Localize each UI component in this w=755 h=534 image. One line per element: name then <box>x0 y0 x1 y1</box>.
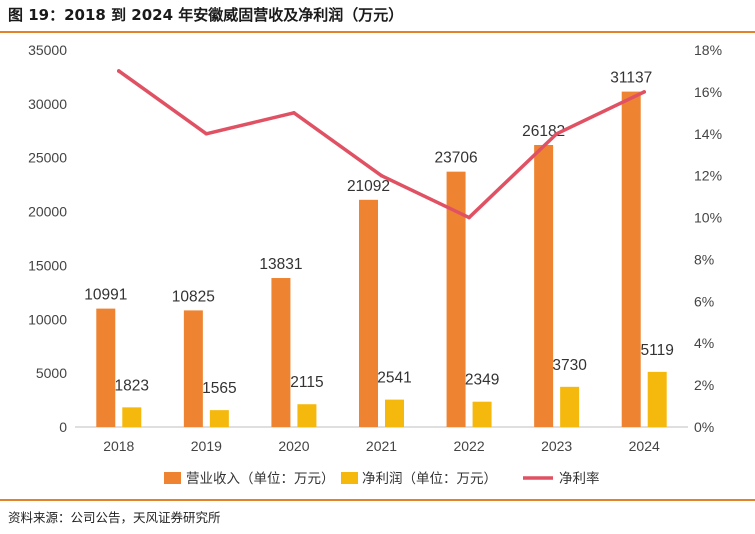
y-left-tick-label: 0 <box>59 419 67 435</box>
y-right-tick-label: 0% <box>694 419 714 435</box>
bar-revenue <box>534 144 554 427</box>
bar-net-profit-label: 5119 <box>641 342 674 359</box>
y-left-tick-label: 10000 <box>28 311 67 327</box>
bar-net-profit-label: 3730 <box>552 357 587 374</box>
x-tick-label: 2022 <box>453 438 484 454</box>
y-left-tick-label: 25000 <box>28 150 67 166</box>
y-left-tick-label: 15000 <box>28 257 67 273</box>
net-margin-point <box>467 215 471 220</box>
y-right-tick-label: 12% <box>694 168 722 184</box>
y-right-tick-label: 6% <box>694 293 714 309</box>
net-margin-point <box>116 69 121 73</box>
bar-revenue <box>359 199 378 427</box>
bar-net-profit <box>297 404 317 427</box>
bar-revenue-label: 13831 <box>259 256 302 273</box>
bar-revenue <box>183 310 203 427</box>
bar-net-profit-label: 1565 <box>202 380 236 397</box>
net-margin-point <box>642 90 647 94</box>
bar-revenue-label: 23706 <box>435 150 478 167</box>
y-right-tick-label: 4% <box>694 335 714 351</box>
legend-label-net-margin: 净利率 <box>559 470 600 486</box>
net-margin-point <box>204 131 209 136</box>
bar-revenue <box>271 278 291 427</box>
bar-net-profit-label: 2115 <box>290 374 323 391</box>
source-note: 资料来源：公司公告，天风证券研究所 <box>8 510 221 525</box>
x-tick-label: 2018 <box>103 438 134 454</box>
chart-title: 图 19：2018 到 2024 年安徽威固营收及净利润（万元） <box>8 6 404 24</box>
bar-net-profit <box>560 386 580 427</box>
legend-label-net-profit: 净利润（单位：万元） <box>362 471 497 486</box>
net-margin-point <box>292 111 296 115</box>
bar-net-profit-label: 2541 <box>377 370 411 387</box>
bar-net-profit-label: 2349 <box>465 372 499 389</box>
bar-net-profit <box>209 410 229 427</box>
title-underline <box>0 31 755 33</box>
y-right-tick-label: 18% <box>694 42 722 58</box>
bar-revenue <box>96 308 116 427</box>
y-right-tick-label: 10% <box>694 210 722 226</box>
x-tick-label: 2021 <box>366 438 397 454</box>
x-tick-label: 2024 <box>629 438 660 454</box>
bar-revenue <box>446 171 466 427</box>
bar-revenue-label: 21092 <box>347 178 390 195</box>
y-right-tick-label: 2% <box>694 377 714 393</box>
footer-rule <box>0 499 755 501</box>
legend-label-revenue: 营业收入（单位：万元） <box>186 471 335 486</box>
y-right-tick-label: 14% <box>694 126 722 142</box>
legend-swatch-net-profit <box>341 472 358 484</box>
y-left-tick-label: 5000 <box>36 365 67 381</box>
net-margin-point <box>379 173 384 178</box>
bar-revenue-label: 10991 <box>84 287 127 304</box>
bar-revenue-label: 10825 <box>172 288 215 305</box>
y-right-tick-label: 8% <box>694 251 714 267</box>
y-left-tick-label: 30000 <box>28 96 67 112</box>
y-right-tick-label: 16% <box>694 84 722 100</box>
net-margin-line <box>117 69 646 220</box>
bar-net-profit <box>122 407 142 427</box>
y-left-tick-label: 20000 <box>28 204 67 220</box>
x-tick-label: 2019 <box>191 438 222 454</box>
bar-revenue-label: 31137 <box>610 70 652 87</box>
bar-net-profit <box>472 401 492 427</box>
y-left-tick-label: 35000 <box>28 42 67 58</box>
bar-net-profit <box>385 399 404 427</box>
x-tick-label: 2020 <box>278 438 309 454</box>
legend-swatch-revenue <box>164 472 181 484</box>
x-tick-label: 2023 <box>541 438 572 454</box>
bar-net-profit-label: 1823 <box>115 377 149 394</box>
combo-chart: 0 5000 10000 15000 20000 25000 30000 35000 0% 2% 4… <box>28 42 722 486</box>
net-margin-point <box>554 131 559 136</box>
bar-net-profit <box>647 371 667 427</box>
bar-revenue <box>621 91 641 427</box>
